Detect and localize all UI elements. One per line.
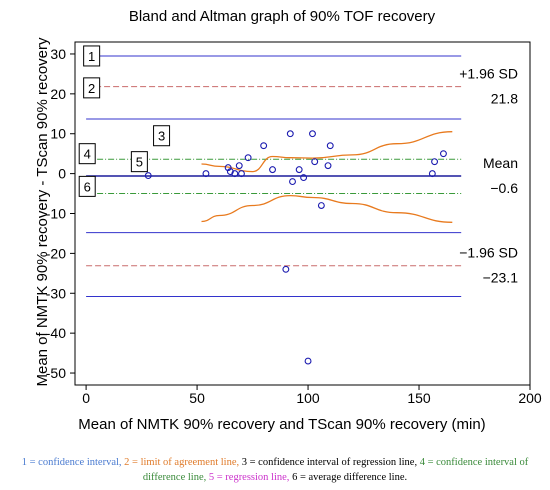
marker-label: 5 [136,155,143,170]
upper-loa-label: +1.96 SD [459,66,518,82]
data-point [289,178,296,186]
y-tick-label: -40 [46,325,66,341]
y-tick-label: 30 [50,46,66,62]
mean-value: −0.6 [490,180,518,196]
caption-part: 4 = confidence interval of difference li… [142,457,529,483]
data-point [326,142,334,150]
caption-part: 1 = confidence interval, [21,457,125,468]
x-tick-label: 50 [189,390,205,406]
data-point [244,154,252,162]
marker-label: 2 [88,81,95,96]
caption-part: 3 = confidence interval of regression li… [241,457,420,468]
regression-ci-lower [201,194,453,223]
caption-part: 2 = limit of agreement line, [124,457,242,468]
y-tick-label: -10 [46,206,66,222]
figure-caption: 1 = confidence interval, 2 = limit of ag… [0,455,550,485]
marker-label: 1 [88,49,95,64]
marker-box [78,143,96,165]
data-point [428,170,436,178]
data-point [238,170,245,178]
data-point [286,130,294,138]
data-point [431,158,439,166]
marker-box [83,77,101,99]
plot-area: 0 50 100 150 200 -50 -40 -30 -20 -10 0 10 20 30 +1.96 … [46,41,542,406]
y-tick-label: 10 [50,126,66,142]
marker-label: 4 [84,147,91,162]
data-point [282,265,290,273]
y-tick-label: 0 [58,166,66,182]
caption-part: 6 = average difference line. [292,472,408,483]
data-point [324,162,332,170]
lower-loa-value: −23.1 [483,270,519,286]
data-point [439,150,447,158]
data-point [235,162,243,170]
x-tick-label: 150 [407,390,431,406]
marker-label: 6 [84,179,91,194]
plot-frame [74,41,531,386]
y-tick-label: 20 [50,86,66,102]
data-point [144,172,152,180]
marker-box [83,45,101,67]
chart-title: Bland and Altman graph of 90% TOF recove… [129,8,436,25]
marker-box [130,151,148,173]
data-point [202,170,210,178]
data-point [317,202,325,209]
x-axis-label: Mean of NMTK 90% recovery and TScan 90% … [78,416,485,433]
data-point [260,142,268,150]
y-tick-label: -50 [46,365,66,381]
y-tick-label: -30 [46,285,66,301]
data-point [231,170,239,178]
marker-box [153,125,171,147]
x-tick-label: 200 [518,390,542,406]
caption-part: 5 = regression line, [208,472,293,483]
data-point [295,166,303,174]
marker-box [78,175,96,197]
data-point [304,357,312,365]
upper-loa-value: 21.8 [491,91,518,107]
data-point [309,130,316,138]
lower-loa-label: −1.96 SD [459,245,518,261]
x-tick-label: 0 [82,390,90,406]
regression-ci-upper [201,131,453,173]
x-tick-label: 100 [296,390,320,406]
bland-altman-chart: Bland and Altman graph of 90% TOF recove… [34,8,542,433]
marker-label: 3 [158,129,165,144]
data-point [269,166,276,174]
y-axis-label: Mean of NMTK 90% recovery - TScan 90% re… [34,37,51,387]
data-point [300,174,308,182]
mean-label: Mean [483,155,518,171]
data-point [311,158,319,166]
y-tick-label: -20 [46,245,66,261]
